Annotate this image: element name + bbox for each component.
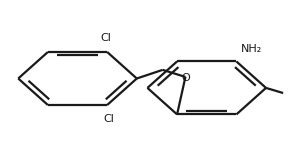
Text: O: O [181,73,190,83]
Text: NH₂: NH₂ [241,44,262,54]
Text: Cl: Cl [100,33,111,43]
Text: Cl: Cl [103,114,114,124]
